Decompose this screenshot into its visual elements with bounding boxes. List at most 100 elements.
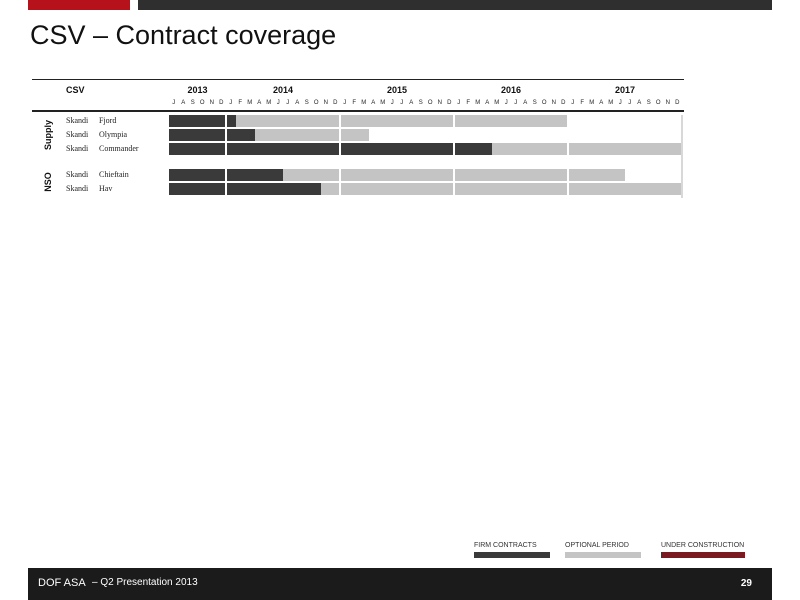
firm-contract-bar	[169, 143, 492, 155]
month-label: M	[494, 100, 500, 106]
contract-coverage-chart: CSV 2013 2014 2015 2016 2017 J A S O N D J F M A M J J A S O…	[32, 79, 684, 199]
page-title: CSV – Contract coverage	[30, 20, 337, 50]
month-label: N	[323, 100, 328, 106]
month-label: J	[229, 100, 233, 106]
year-label: 2015	[386, 85, 408, 95]
month-label: F	[466, 100, 471, 106]
month-label: S	[418, 100, 423, 106]
month-label: D	[675, 100, 680, 106]
firm-contract-bar	[169, 115, 236, 127]
month-label: J	[504, 100, 508, 106]
month-label: J	[400, 100, 404, 106]
year-divider	[339, 115, 341, 198]
month-label: J	[514, 100, 518, 106]
month-label: A	[371, 100, 376, 106]
month-label: J	[618, 100, 622, 106]
month-label: F	[238, 100, 243, 106]
year-label: 2017	[614, 85, 636, 95]
vessel-name-suffix: Chieftain	[99, 170, 129, 179]
month-label: O	[427, 100, 433, 106]
footer-company: DOF ASA	[38, 577, 86, 589]
vessel-name-prefix: Skandi	[66, 144, 89, 153]
month-label: F	[352, 100, 357, 106]
vessel-name-prefix: Skandi	[66, 170, 89, 179]
month-label: J	[390, 100, 394, 106]
legend-item: OPTIONAL PERIOD	[565, 542, 641, 558]
year-divider	[225, 115, 227, 198]
vessel-name-suffix: Commander	[99, 144, 139, 153]
month-label: O	[541, 100, 547, 106]
legend-swatch	[661, 552, 745, 558]
month-label: J	[172, 100, 176, 106]
month-label: D	[561, 100, 566, 106]
legend-label: FIRM CONTRACTS	[474, 542, 537, 549]
legend-swatch	[474, 552, 550, 558]
month-label: N	[209, 100, 214, 106]
month-label: M	[247, 100, 253, 106]
csv-header-label: CSV	[66, 85, 85, 95]
month-label: N	[665, 100, 670, 106]
firm-contract-bar	[169, 129, 255, 141]
month-label: J	[571, 100, 575, 106]
year-label: 2016	[500, 85, 522, 95]
month-label: J	[286, 100, 290, 106]
month-label: S	[190, 100, 195, 106]
legend-label: OPTIONAL PERIOD	[565, 542, 629, 549]
year-divider	[453, 115, 455, 198]
header-accent-dark	[138, 0, 772, 10]
month-label: A	[409, 100, 414, 106]
month-label: F	[580, 100, 585, 106]
header-top-rule	[32, 79, 684, 80]
month-label: A	[637, 100, 642, 106]
vessel-name-prefix: Skandi	[66, 116, 89, 125]
group-label-supply: Supply	[43, 119, 53, 151]
optional-period-bar	[254, 129, 369, 141]
month-label: M	[589, 100, 595, 106]
month-label: M	[361, 100, 367, 106]
footer-bar: DOF ASA – Q2 Presentation 2013 29	[28, 568, 772, 600]
month-label: O	[199, 100, 205, 106]
header-bottom-rule	[32, 110, 684, 112]
month-label: A	[523, 100, 528, 106]
legend-swatch	[565, 552, 641, 558]
firm-contract-bar	[169, 183, 321, 195]
month-label: J	[457, 100, 461, 106]
month-label: S	[304, 100, 309, 106]
legend-item: FIRM CONTRACTS	[474, 542, 550, 558]
optional-period-bar	[321, 183, 682, 195]
vessel-name-prefix: Skandi	[66, 130, 89, 139]
vessel-name-prefix: Skandi	[66, 184, 89, 193]
month-label: J	[276, 100, 280, 106]
legend-label: UNDER CONSTRUCTION	[661, 542, 745, 549]
footer-presentation: – Q2 Presentation 2013	[92, 577, 198, 588]
header-accent-red	[28, 0, 130, 10]
month-label: J	[628, 100, 632, 106]
vessel-name-suffix: Hav	[99, 184, 113, 193]
legend-item: UNDER CONSTRUCTION	[661, 542, 745, 558]
month-label: A	[295, 100, 300, 106]
month-label: M	[380, 100, 386, 106]
vessel-name-suffix: Olympia	[99, 130, 127, 139]
timeline-end-line	[681, 115, 683, 198]
optional-period-bar	[492, 143, 682, 155]
page-number: 29	[740, 578, 752, 589]
year-divider	[567, 115, 569, 198]
month-label: S	[646, 100, 651, 106]
month-label: A	[181, 100, 186, 106]
month-label: S	[532, 100, 537, 106]
month-label: J	[343, 100, 347, 106]
month-label: D	[219, 100, 224, 106]
month-label: A	[257, 100, 262, 106]
month-label: A	[599, 100, 604, 106]
month-label: A	[485, 100, 490, 106]
month-label: M	[475, 100, 481, 106]
month-label: M	[608, 100, 614, 106]
optional-period-bar	[235, 115, 568, 127]
month-label: M	[266, 100, 272, 106]
month-label: O	[655, 100, 661, 106]
month-label: O	[313, 100, 319, 106]
group-label-nso: NSO	[43, 172, 53, 192]
year-label: 2014	[272, 85, 294, 95]
month-label: N	[551, 100, 556, 106]
month-label: D	[333, 100, 338, 106]
